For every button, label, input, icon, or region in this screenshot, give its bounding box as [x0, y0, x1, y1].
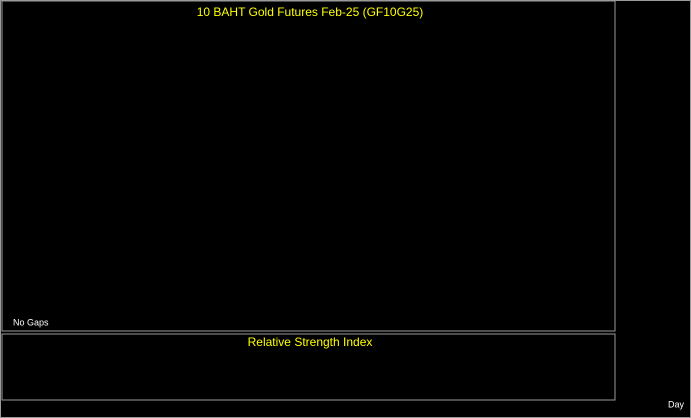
- period: Day: [668, 399, 685, 409]
- chart-title: 10 BAHT Gold Futures Feb-25 (GF10G25): [197, 5, 424, 19]
- rsi-panel-frame: [1, 333, 616, 401]
- note: No Gaps: [13, 317, 49, 327]
- rsi-title: Relative Strength Index: [248, 335, 373, 349]
